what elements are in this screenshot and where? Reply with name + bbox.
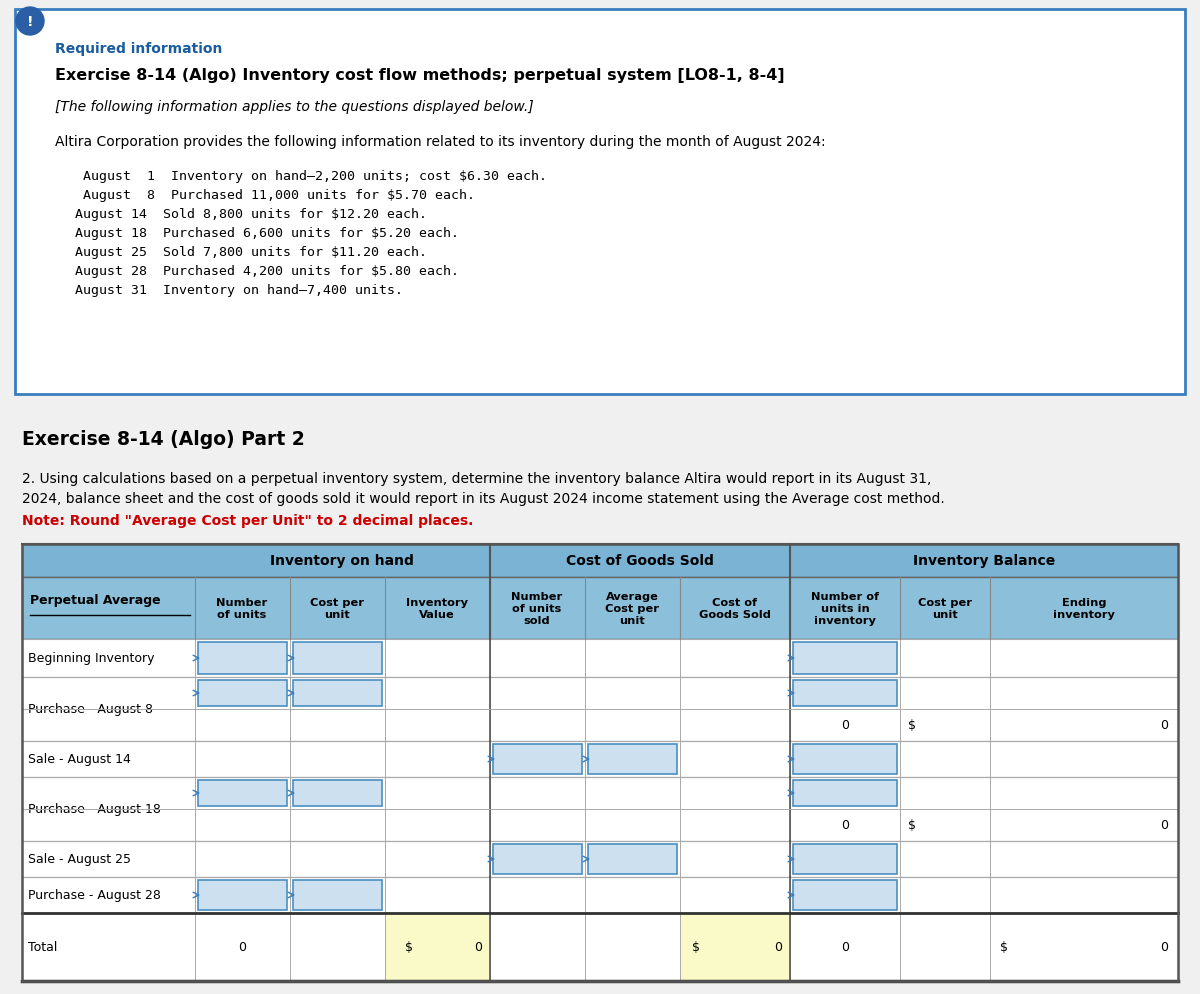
Bar [588, 745, 677, 774]
Text: 2024, balance sheet and the cost of goods sold it would report in its August 202: 2024, balance sheet and the cost of good… [22, 491, 944, 506]
Bar [22, 913, 1178, 981]
Text: August 18  Purchased 6,600 units for $5.20 each.: August 18 Purchased 6,600 units for $5.2… [74, 227, 458, 240]
Text: Purchase - August 18: Purchase - August 18 [28, 803, 161, 816]
Text: Number
of units
sold: Number of units sold [511, 591, 563, 626]
Text: Sale - August 25: Sale - August 25 [28, 853, 131, 866]
Bar [793, 780, 898, 806]
Text: Exercise 8-14 (Algo) Inventory cost flow methods; perpetual system [LO8-1, 8-4]: Exercise 8-14 (Algo) Inventory cost flow… [55, 68, 785, 83]
Text: Beginning Inventory: Beginning Inventory [28, 652, 155, 665]
Text: Purchase - August 28: Purchase - August 28 [28, 889, 161, 902]
Text: Sale - August 14: Sale - August 14 [28, 752, 131, 765]
Bar [22, 841, 1178, 877]
Text: $: $ [1000, 940, 1008, 953]
Bar [588, 844, 677, 874]
Text: Perpetual Average: Perpetual Average [30, 593, 161, 607]
Text: 0: 0 [841, 719, 850, 732]
Text: August 31  Inventory on hand–7,400 units.: August 31 Inventory on hand–7,400 units. [74, 283, 403, 296]
Text: Altira Corporation provides the following information related to its inventory d: Altira Corporation provides the followin… [55, 135, 826, 149]
Text: Inventory Balance: Inventory Balance [913, 554, 1055, 568]
Bar [793, 880, 898, 911]
Text: 0: 0 [1160, 719, 1168, 732]
Bar [22, 742, 1178, 777]
Text: Ending
inventory: Ending inventory [1054, 597, 1115, 619]
Text: Cost per
unit: Cost per unit [918, 597, 972, 619]
Text: Average
Cost per
unit: Average Cost per unit [605, 591, 659, 626]
Text: August  8  Purchased 11,000 units for $5.70 each.: August 8 Purchased 11,000 units for $5.7… [74, 189, 475, 202]
Bar [793, 642, 898, 674]
Text: 0: 0 [238, 940, 246, 953]
Bar [22, 877, 1178, 913]
Text: Cost of
Goods Sold: Cost of Goods Sold [700, 597, 770, 619]
Bar [793, 680, 898, 707]
Text: 2. Using calculations based on a perpetual inventory system, determine the inven: 2. Using calculations based on a perpetu… [22, 471, 931, 485]
Circle shape [16, 8, 44, 36]
Bar [793, 745, 898, 774]
Bar [22, 578, 1178, 639]
Text: $: $ [908, 719, 916, 732]
Bar [198, 780, 287, 806]
Text: !: ! [26, 15, 34, 29]
Text: Inventory
Value: Inventory Value [406, 597, 468, 619]
Text: [The following information applies to the questions displayed below.]: [The following information applies to th… [55, 100, 534, 114]
Text: August  1  Inventory on hand–2,200 units; cost $6.30 each.: August 1 Inventory on hand–2,200 units; … [74, 170, 547, 183]
Bar [22, 777, 1178, 841]
Text: 0: 0 [774, 940, 782, 953]
Bar [293, 780, 382, 806]
Bar [293, 880, 382, 911]
Bar [293, 642, 382, 674]
Text: August 25  Sold 7,800 units for $11.20 each.: August 25 Sold 7,800 units for $11.20 ea… [74, 246, 427, 258]
Text: $: $ [908, 819, 916, 832]
Bar [493, 745, 582, 774]
Text: $: $ [406, 940, 413, 953]
Text: Cost per
unit: Cost per unit [310, 597, 364, 619]
Bar [293, 680, 382, 707]
Bar [22, 677, 1178, 742]
Text: 0: 0 [1160, 940, 1168, 953]
Bar [493, 844, 582, 874]
Text: Purchase - August 8: Purchase - August 8 [28, 703, 154, 716]
Bar [385, 913, 490, 981]
Text: Required information: Required information [55, 42, 222, 56]
Bar [14, 10, 1186, 395]
Text: 0: 0 [841, 940, 850, 953]
Bar [793, 844, 898, 874]
Bar [198, 880, 287, 911]
Text: Note: Round "Average Cost per Unit" to 2 decimal places.: Note: Round "Average Cost per Unit" to 2… [22, 514, 473, 528]
Text: Inventory on hand: Inventory on hand [270, 554, 414, 568]
Text: Exercise 8-14 (Algo) Part 2: Exercise 8-14 (Algo) Part 2 [22, 429, 305, 448]
Bar [22, 545, 1178, 578]
Text: 0: 0 [1160, 819, 1168, 832]
Bar [198, 680, 287, 707]
Bar [680, 913, 790, 981]
Text: $: $ [692, 940, 700, 953]
Bar [198, 642, 287, 674]
Text: 0: 0 [474, 940, 482, 953]
Text: August 28  Purchased 4,200 units for $5.80 each.: August 28 Purchased 4,200 units for $5.8… [74, 264, 458, 277]
Text: Number of
units in
inventory: Number of units in inventory [811, 591, 878, 626]
Text: Cost of Goods Sold: Cost of Goods Sold [566, 554, 714, 568]
Text: 0: 0 [841, 819, 850, 832]
Bar [22, 545, 1178, 981]
Text: Total: Total [28, 940, 58, 953]
Bar [22, 639, 1178, 677]
Text: August 14  Sold 8,800 units for $12.20 each.: August 14 Sold 8,800 units for $12.20 ea… [74, 208, 427, 221]
Text: Number
of units: Number of units [216, 597, 268, 619]
